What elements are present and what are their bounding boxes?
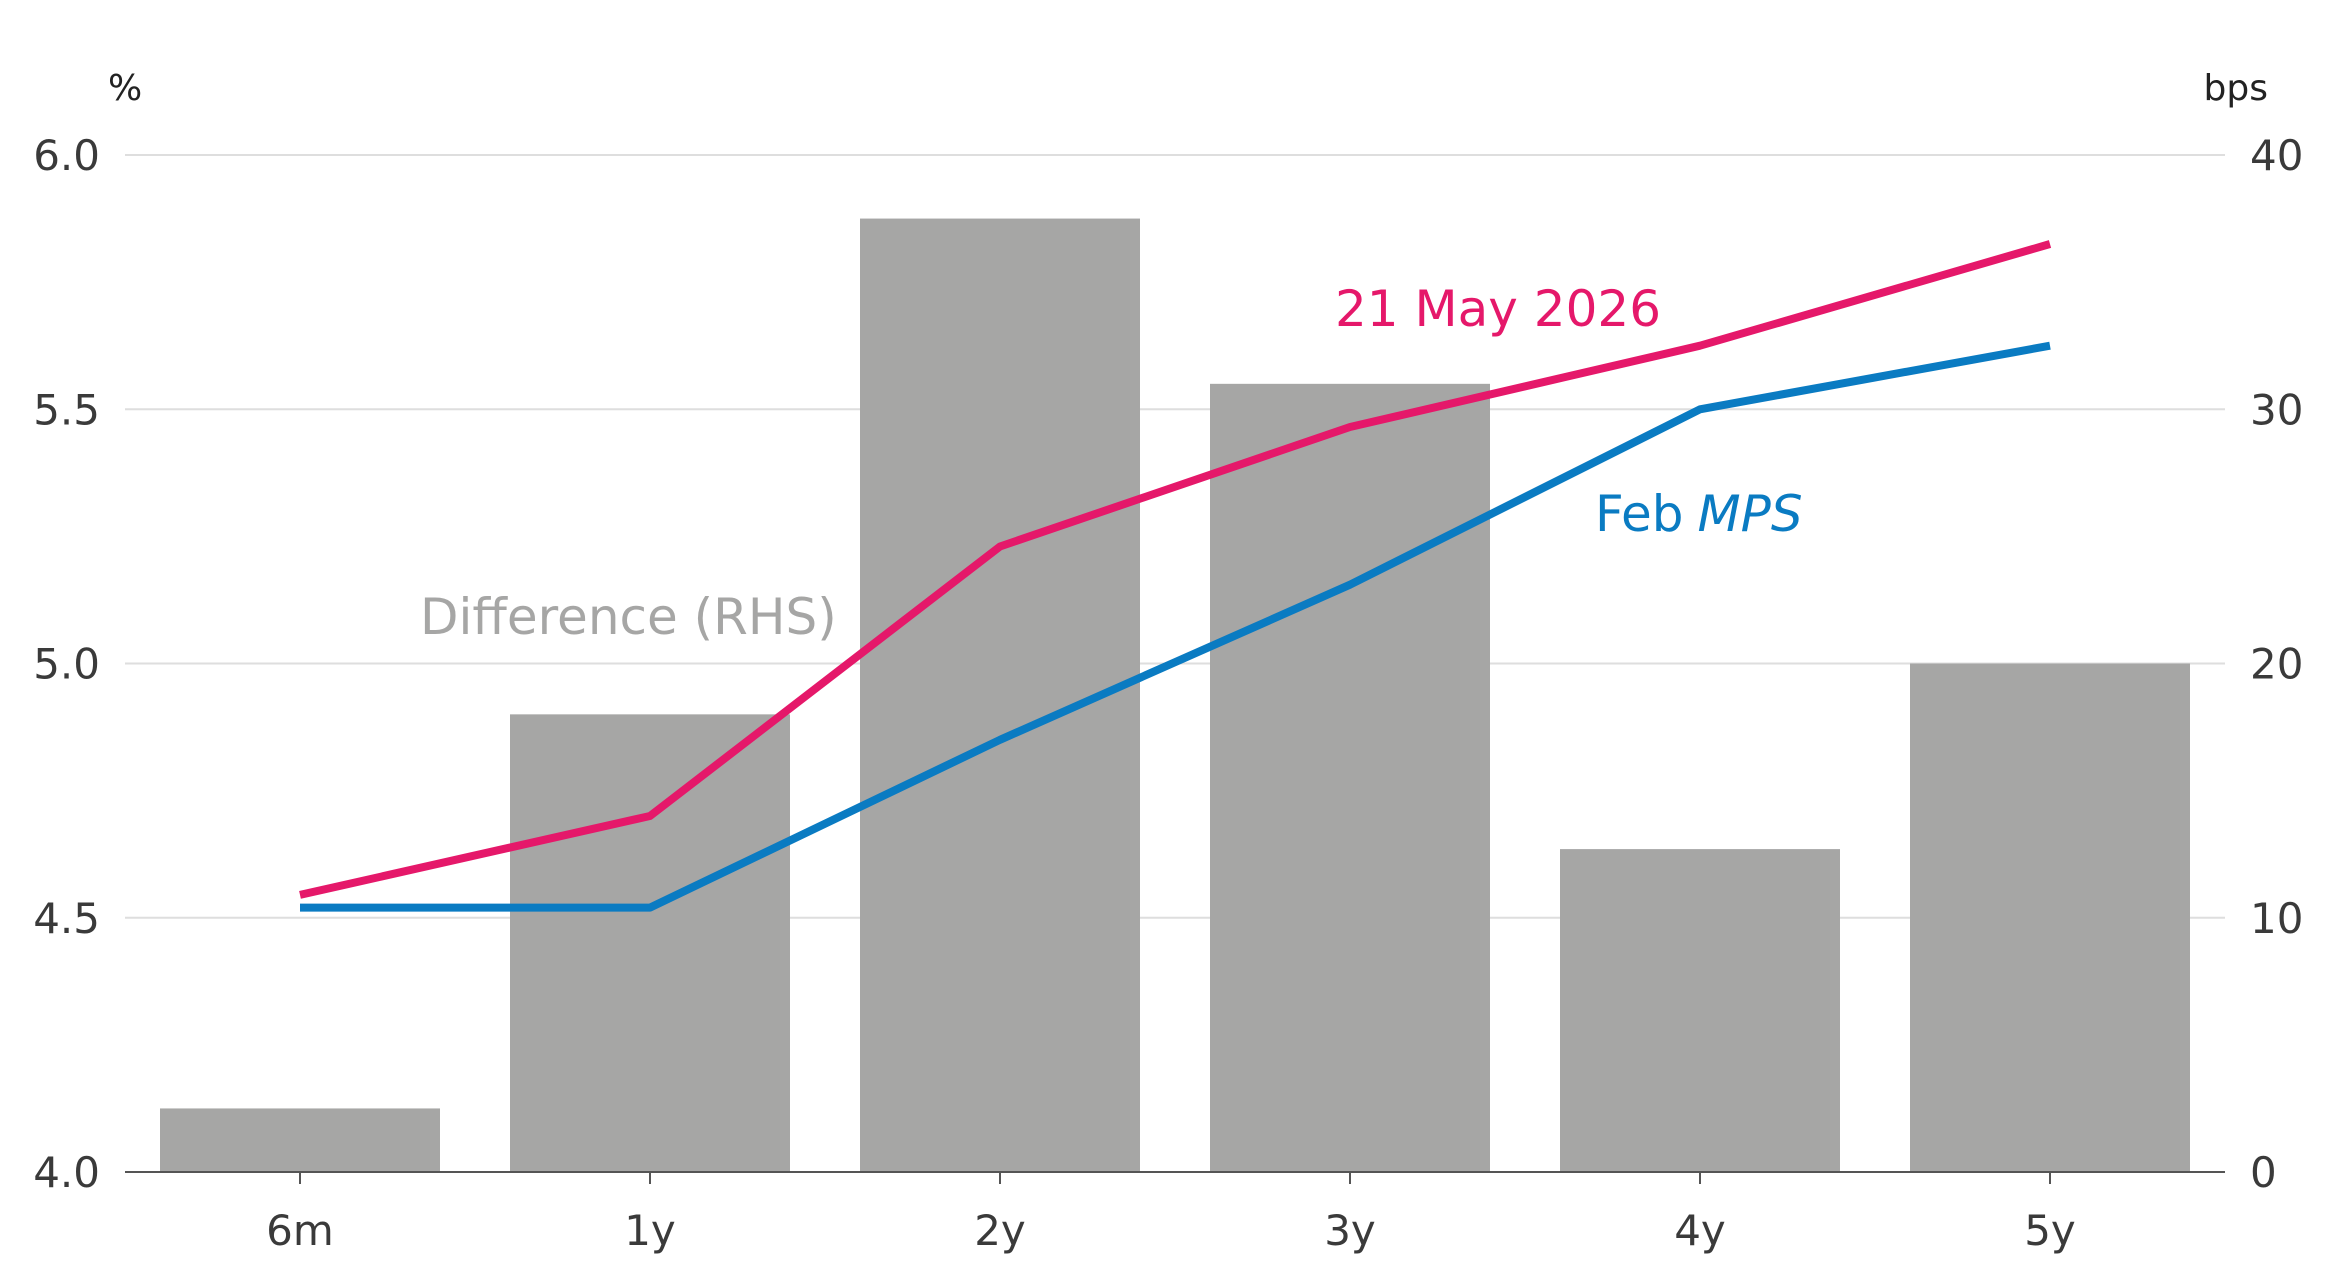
series-line-feb-mps bbox=[300, 341, 2051, 912]
series-lines bbox=[299, 240, 2052, 912]
series-label-feb-mps: Feb MPS bbox=[1595, 485, 1803, 543]
x-tick-label: 2y bbox=[974, 1206, 1026, 1255]
bar-5y bbox=[1910, 663, 2190, 1172]
x-axis-ticks: 6m 1y 2y 3y 4y 5y bbox=[266, 1172, 2076, 1255]
bar-4y bbox=[1560, 849, 1840, 1172]
difference-bars bbox=[160, 218, 2190, 1172]
left-tick-label: 5.0 bbox=[33, 640, 100, 689]
series-label-feb-mps-part2: MPS bbox=[1698, 485, 1803, 543]
bar-3y bbox=[1210, 383, 1490, 1172]
series-label-difference: Difference (RHS) bbox=[420, 588, 837, 646]
left-tick-label: 4.5 bbox=[33, 894, 100, 943]
right-tick-label: 20 bbox=[2250, 640, 2303, 689]
x-tick-label: 3y bbox=[1324, 1206, 1376, 1255]
right-tick-label: 40 bbox=[2250, 131, 2303, 180]
right-axis-unit: bps bbox=[2204, 68, 2268, 109]
bar-6m bbox=[160, 1108, 440, 1172]
right-tick-label: 0 bbox=[2250, 1148, 2277, 1197]
series-label-21-may-2026: 21 May 2026 bbox=[1335, 280, 1661, 338]
x-tick-label: 1y bbox=[624, 1206, 676, 1255]
series-label-feb-mps-part1: Feb bbox=[1595, 485, 1684, 543]
x-tick-label: 5y bbox=[2024, 1206, 2076, 1255]
left-tick-label: 5.5 bbox=[33, 385, 100, 434]
gridlines bbox=[125, 154, 2225, 919]
right-tick-label: 10 bbox=[2250, 894, 2303, 943]
bar-1y bbox=[510, 714, 790, 1172]
left-tick-label: 4.0 bbox=[33, 1148, 100, 1197]
left-tick-label: 6.0 bbox=[33, 131, 100, 180]
series-line-21-may-2026 bbox=[299, 240, 2052, 899]
left-axis-ticks: 4.0 4.5 5.0 5.5 6.0 bbox=[33, 131, 100, 1197]
right-tick-label: 30 bbox=[2250, 385, 2303, 434]
right-axis-ticks: 0 10 20 30 40 bbox=[2250, 131, 2303, 1197]
x-tick-label: 6m bbox=[266, 1206, 334, 1255]
left-axis-unit: % bbox=[108, 68, 142, 109]
x-tick-label: 4y bbox=[1674, 1206, 1726, 1255]
